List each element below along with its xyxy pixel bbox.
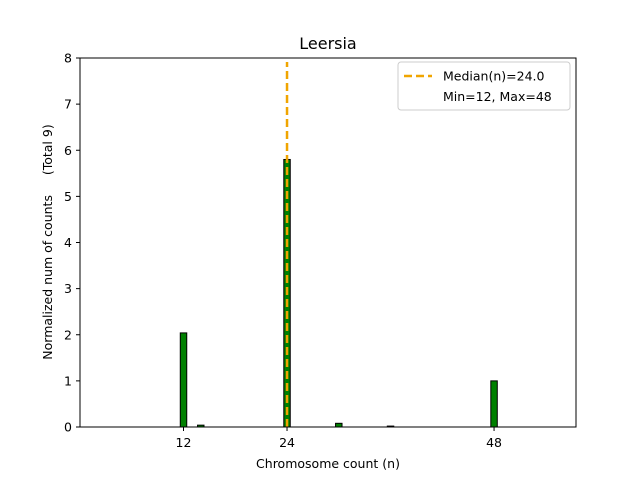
y-axis-label: Normalized num of counts (Total 9) bbox=[40, 124, 55, 359]
bar-5 bbox=[490, 380, 498, 428]
y-tick-label-6: 6 bbox=[64, 143, 72, 158]
x-tick-label-48: 48 bbox=[486, 435, 502, 450]
y-tick-label-5: 5 bbox=[64, 189, 72, 204]
bar-0 bbox=[179, 332, 188, 428]
legend-box bbox=[397, 61, 571, 111]
plot-frame bbox=[79, 57, 577, 428]
y-tick-label-4: 4 bbox=[64, 235, 72, 250]
legend-entry-range: Min=12, Max=48 bbox=[443, 89, 552, 104]
y-tick-label-1: 1 bbox=[64, 373, 72, 388]
y-tick-label-0: 0 bbox=[64, 420, 72, 435]
y-tick-label-8: 8 bbox=[64, 51, 72, 66]
x-tick-label-24: 24 bbox=[279, 435, 295, 450]
y-tick-label-7: 7 bbox=[64, 97, 72, 112]
bar-3 bbox=[335, 422, 343, 428]
x-tick-label-12: 12 bbox=[176, 435, 192, 450]
legend: Median(n)=24.0 Min=12, Max=48 bbox=[397, 61, 571, 111]
y-tick-label-2: 2 bbox=[64, 327, 72, 342]
chart-title: Leersia bbox=[299, 34, 356, 53]
legend-entry-median: Median(n)=24.0 bbox=[443, 69, 544, 84]
y-tick-label-3: 3 bbox=[64, 281, 72, 296]
x-axis-label: Chromosome count (n) bbox=[256, 456, 400, 471]
